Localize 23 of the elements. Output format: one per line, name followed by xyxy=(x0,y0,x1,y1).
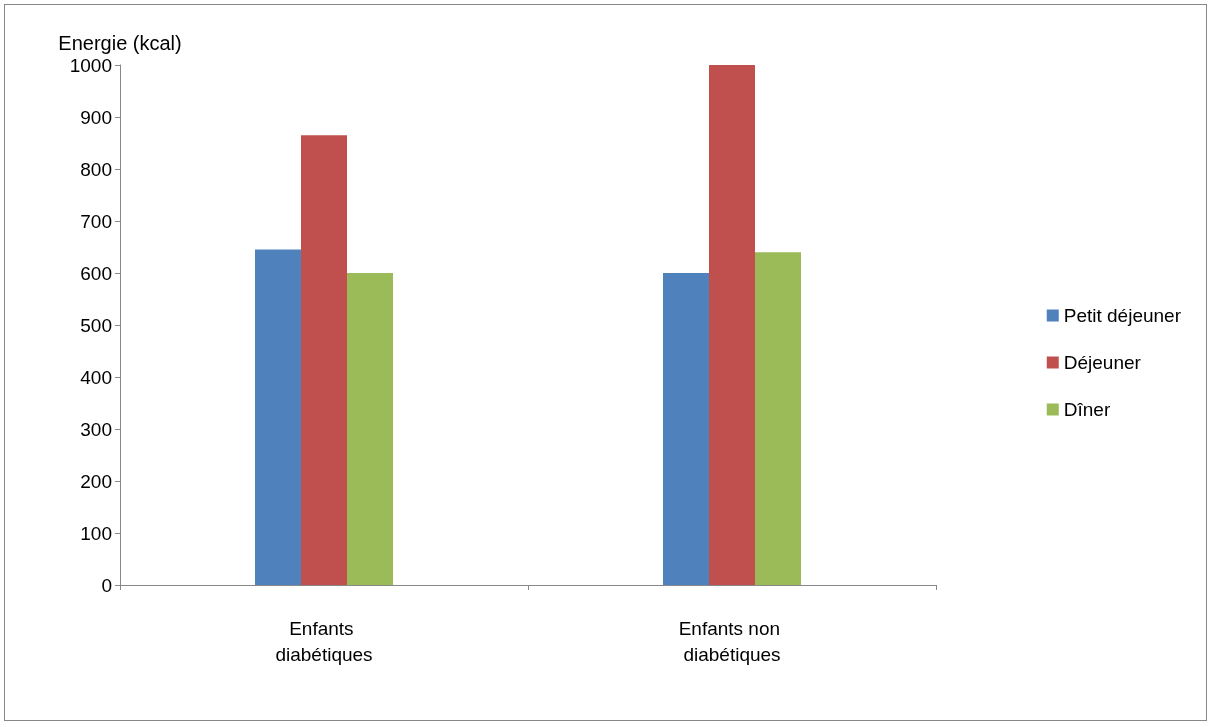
legend-label: Petit déjeuner xyxy=(1063,305,1182,326)
bar xyxy=(347,273,393,585)
bar xyxy=(755,252,801,585)
y-tick-label: 200 xyxy=(80,470,112,492)
y-tick-label: 0 xyxy=(101,574,112,596)
y-tick-label: 700 xyxy=(80,210,112,232)
y-tick-label: 300 xyxy=(80,418,112,440)
y-tick-label: 600 xyxy=(80,262,112,284)
y-tick-label: 500 xyxy=(80,314,112,336)
bar xyxy=(663,273,709,585)
legend-label: Dîner xyxy=(1063,399,1111,420)
bar xyxy=(709,65,755,585)
y-tick-label: 100 xyxy=(80,522,112,544)
bar xyxy=(301,135,347,585)
y-tick-label: 900 xyxy=(80,106,112,128)
y-tick-label: 800 xyxy=(80,158,112,180)
x-tick-label: Enfants diabétiques xyxy=(275,617,373,665)
legend-label: Déjeuner xyxy=(1063,352,1142,373)
x-tick-label: Enfants non diabétiques xyxy=(678,617,786,665)
y-tick-label: 1000 xyxy=(69,54,112,76)
bar xyxy=(255,249,301,585)
y-tick-label: 400 xyxy=(80,366,112,388)
y-axis-title: Energie (kcal) xyxy=(58,32,182,54)
